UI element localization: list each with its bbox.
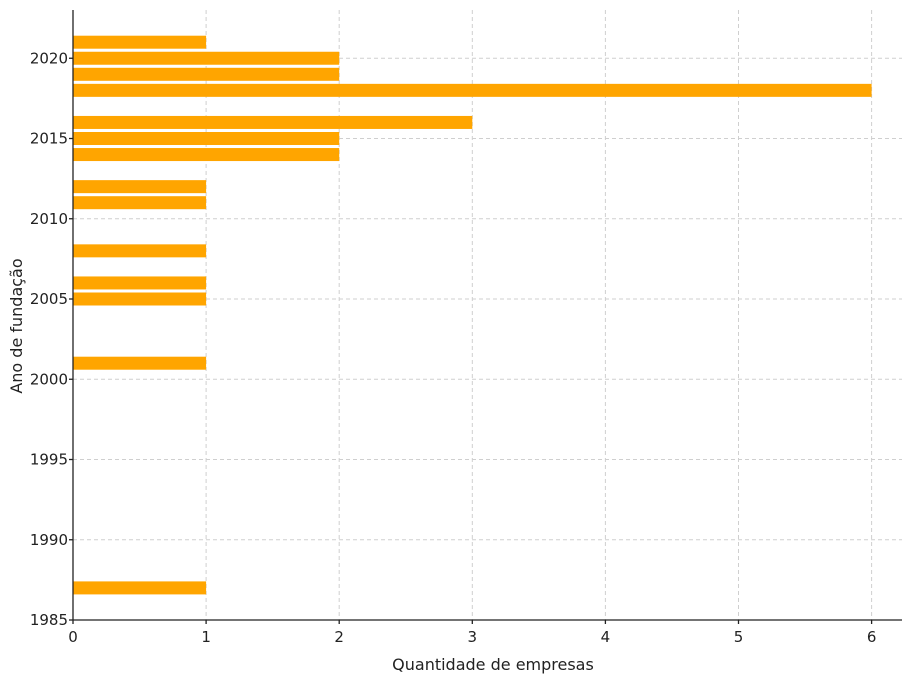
y-tick-label: 1985 — [30, 611, 68, 629]
bar — [73, 276, 207, 290]
bar — [73, 180, 207, 194]
bar — [73, 51, 340, 65]
bar — [73, 356, 207, 370]
bar — [73, 148, 340, 162]
grid-lines — [69, 10, 902, 624]
y-axis-label: Ano de fundação — [7, 258, 26, 393]
x-tick-label: 1 — [201, 628, 211, 646]
bar — [73, 292, 207, 306]
bars — [73, 35, 872, 595]
y-tick-label: 2015 — [30, 130, 68, 148]
y-tick-label: 1990 — [30, 531, 68, 549]
y-tick-label: 1995 — [30, 451, 68, 469]
y-tick-labels: 1985 1990 1995 2000 2005 2010 2015 2020 — [30, 49, 68, 629]
bar — [73, 244, 207, 258]
bar — [73, 196, 207, 210]
x-tick-label: 3 — [468, 628, 478, 646]
x-tick-label: 2 — [334, 628, 344, 646]
x-tick-label: 6 — [867, 628, 877, 646]
x-tick-label: 4 — [601, 628, 611, 646]
bar — [73, 132, 340, 145]
bar — [73, 115, 473, 129]
x-axis-label: Quantidade de empresas — [392, 655, 594, 674]
x-tick-label: 5 — [734, 628, 744, 646]
x-tick-label: 0 — [68, 628, 78, 646]
y-tick-label: 2020 — [30, 49, 68, 67]
x-tick-labels: 0 1 2 3 4 5 6 — [68, 628, 876, 646]
bar — [73, 581, 207, 595]
y-tick-label: 2000 — [30, 370, 68, 388]
axes — [72, 10, 902, 621]
y-tick-label: 2010 — [30, 210, 68, 228]
y-tick-label: 2005 — [30, 290, 68, 308]
bar — [73, 83, 872, 97]
bar — [73, 67, 340, 81]
bar — [73, 35, 207, 49]
